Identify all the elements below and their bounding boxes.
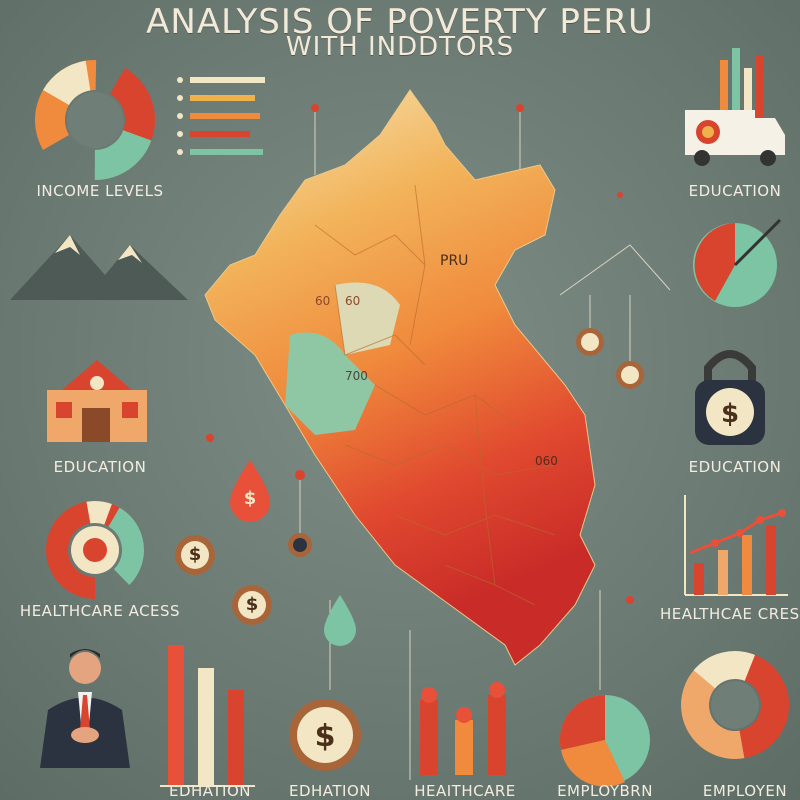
bar-chart-right [684, 495, 788, 596]
label-healthcare-right: HEALTHCAE CRESS [660, 605, 800, 623]
svg-text:$: $ [721, 399, 739, 429]
padlock-icon: $ [695, 350, 765, 445]
employment-pie-chart [559, 694, 650, 787]
map-country-label: PRU [440, 253, 468, 269]
coin-dollar-symbol-1: $ [188, 544, 202, 565]
label-education-left: EDUCATION [53, 458, 147, 476]
label-education-top-right: EDUCATION [688, 182, 782, 200]
svg-text:60: 60 [315, 294, 330, 308]
label-bottom-4: EMPLOYBRN [557, 782, 653, 800]
label-income-levels: INCOME LEVELS [36, 182, 164, 200]
healthcare-donut-chart [45, 501, 144, 599]
truck-icon [685, 48, 785, 166]
employment-donut-chart [681, 651, 789, 759]
bar-chart-bottom-left [160, 645, 255, 787]
income-donut-chart [35, 60, 155, 180]
income-legend [177, 77, 265, 155]
peru-map: PRU 60 60 700 060 [204, 89, 596, 666]
businessman-icon [40, 649, 130, 768]
svg-text:700: 700 [345, 369, 368, 383]
school-icon [47, 360, 147, 442]
coin-icon: $ [289, 699, 361, 771]
coin-dollar-symbol-2: $ [245, 594, 259, 615]
svg-text:60: 60 [345, 294, 360, 308]
label-bottom-3: HEAITHCARE [414, 782, 516, 800]
label-education-right: EDUCATION [688, 458, 782, 476]
right-pie-chart [693, 218, 782, 307]
label-bottom-1: EDHATION [168, 782, 252, 800]
label-bottom-2: EDHATION [288, 782, 372, 800]
drop-dollar-symbol: $ [243, 488, 257, 509]
label-bottom-5: EMPLOYEN [702, 782, 788, 800]
title-line-1: ANALYSIS OF POVERTY PERU [146, 2, 654, 42]
mountains-icon [10, 235, 188, 300]
title-line-2: WITH INDDTORS [285, 32, 515, 62]
svg-text:060: 060 [535, 454, 558, 468]
label-healthcare-access: HEALTHCARE ACESS [19, 602, 181, 620]
bar-chart-bottom-center [420, 682, 506, 775]
svg-text:$: $ [315, 719, 336, 754]
